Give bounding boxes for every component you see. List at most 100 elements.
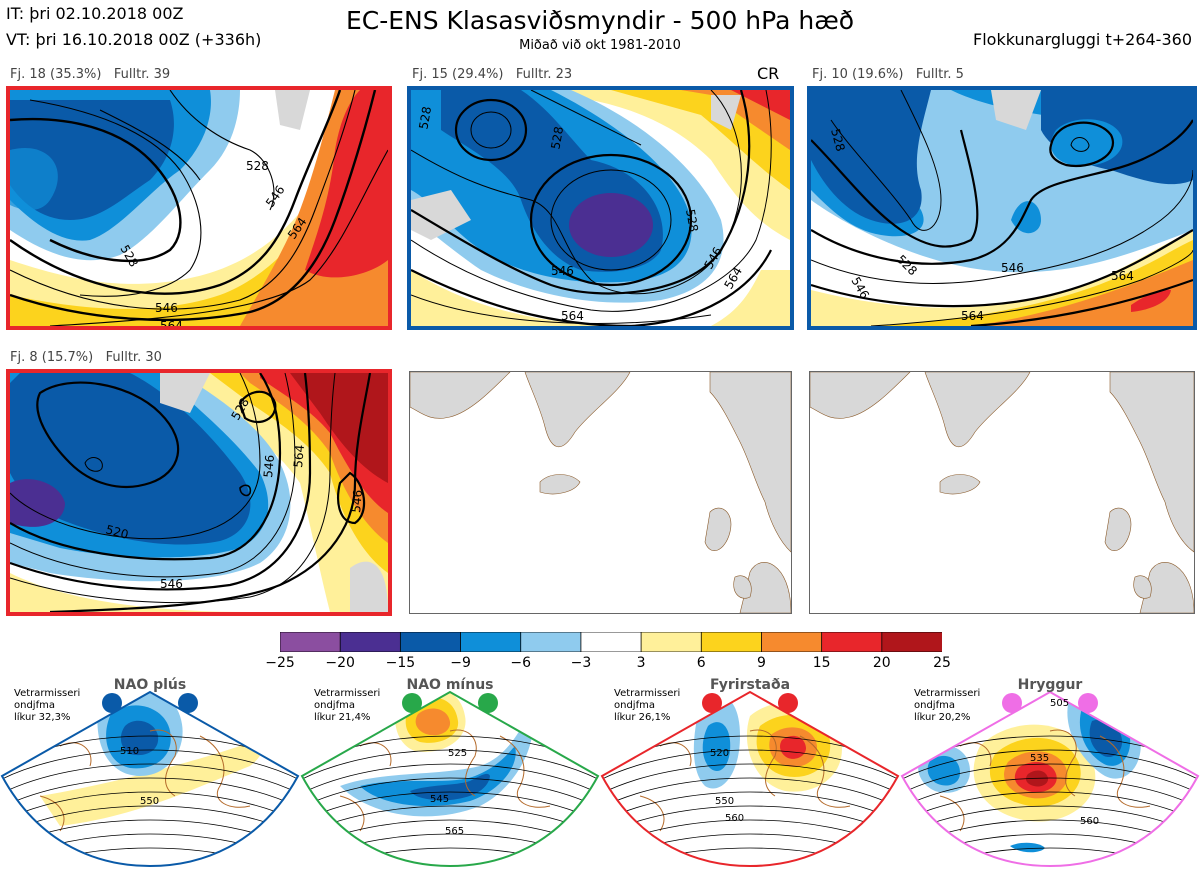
contour-label: 505 bbox=[1050, 698, 1069, 709]
cluster-map-panel-2: 528 528 546 564 546 564 528 bbox=[407, 86, 794, 330]
contour-label: 564 bbox=[1111, 269, 1134, 283]
colorbar-swatch bbox=[279, 631, 342, 653]
colorbar-tick-label: −15 bbox=[385, 655, 416, 671]
anomaly-area bbox=[702, 722, 731, 771]
contour-label: 560 bbox=[1080, 816, 1099, 827]
contour-label: 546 bbox=[160, 577, 183, 591]
regime-panel: 520 550 560 Fyrirstaða Vetrarmisseri ondjfma… bbox=[600, 676, 900, 871]
colorbar-tick-label: 3 bbox=[636, 655, 646, 671]
colorbar bbox=[279, 631, 943, 653]
regime-border bbox=[300, 690, 600, 868]
colorbar-swatch bbox=[520, 631, 582, 653]
contour-label: 546 bbox=[155, 301, 178, 315]
regime-border bbox=[600, 690, 900, 868]
regime-marker-dot bbox=[102, 693, 122, 713]
colorbar-tick-label: −6 bbox=[510, 655, 532, 671]
regime-title: NAO plús bbox=[113, 677, 187, 693]
contour-label: 564 bbox=[561, 309, 584, 323]
regime-marker-dot bbox=[702, 693, 722, 713]
regime-marker-dot bbox=[402, 693, 422, 713]
cluster-map-panel-4: 528 546 564 546 520 546 bbox=[6, 369, 392, 616]
regime-marker-dot bbox=[1078, 693, 1098, 713]
contour-label: 510 bbox=[120, 746, 139, 757]
contour-label: 520 bbox=[104, 522, 130, 541]
colorbar-tick-label: 15 bbox=[812, 655, 831, 671]
contour-label: 564 bbox=[961, 309, 984, 323]
anomaly-area bbox=[120, 720, 159, 756]
regime-note: Vetrarmisseri ondjfma líkur 21,4% bbox=[314, 688, 381, 723]
contour-label: 528 bbox=[246, 159, 269, 173]
colorbar-tick-label: 20 bbox=[872, 655, 891, 671]
regime-panel: 505 535 560 Hryggur Vetrarmisseri ondjfma lí… bbox=[900, 676, 1200, 871]
colorbar-swatch bbox=[881, 631, 943, 653]
anomaly-area bbox=[1010, 842, 1045, 853]
regime-title: Fyrirstaða bbox=[709, 677, 791, 693]
colorbar-tick-label: 25 bbox=[933, 655, 951, 671]
anomaly-area bbox=[410, 773, 490, 801]
regime-map: 525 545 565 bbox=[300, 690, 600, 868]
contour-label: 528 bbox=[416, 105, 434, 130]
regime-title: NAO mínus bbox=[406, 677, 494, 693]
regime-marker-dot bbox=[778, 693, 798, 713]
panel1-label: Fj. 18 (35.3%) Fulltr. 39 bbox=[10, 67, 171, 82]
colorbar-tick-label: −3 bbox=[570, 655, 592, 671]
regime-note: Vetrarmisseri ondjfma líkur 26,1% bbox=[614, 688, 681, 723]
colorbar-swatch bbox=[761, 631, 823, 653]
regime-border bbox=[900, 690, 1200, 868]
contour-label: 550 bbox=[140, 796, 159, 807]
colorbar-ticks: −25 −20 −15 −9 −6 −3 3 6 9 15 20 25 bbox=[265, 655, 951, 673]
contour-label: 528 bbox=[548, 125, 566, 150]
anomaly-area bbox=[415, 708, 451, 736]
colorbar-swatch bbox=[460, 631, 522, 653]
cluster-map-panel-3: 528 546 546 564 564 528 bbox=[807, 86, 1197, 330]
cluster-map-panel-1: 528 546 564 546 564 528 bbox=[6, 86, 392, 330]
colorbar-swatch bbox=[399, 631, 462, 653]
colorbar-swatch bbox=[821, 631, 883, 653]
colorbar-tick-label: −20 bbox=[325, 655, 355, 671]
contour-label: 520 bbox=[710, 748, 729, 759]
panel3-label: Fj. 10 (19.6%) Fulltr. 5 bbox=[812, 67, 964, 82]
regime-map: 510 550 bbox=[0, 690, 300, 868]
contour-label: 564 bbox=[291, 444, 307, 468]
colorbar-swatches bbox=[279, 631, 943, 653]
contour-label: 528 bbox=[828, 127, 847, 153]
regime-map: 505 535 560 bbox=[900, 690, 1200, 868]
contour-label: 535 bbox=[1030, 753, 1049, 764]
contour-label: 546 bbox=[551, 264, 574, 278]
regime-panel: 525 545 565 NAO mínus Vetrarmisseri ondjfma … bbox=[300, 676, 600, 871]
colorbar-swatch bbox=[700, 631, 763, 653]
regime-title: Hryggur bbox=[1017, 677, 1083, 693]
valid-time: VT: þri 16.10.2018 00Z (+336h) bbox=[6, 30, 262, 49]
panel4-label: Fj. 8 (15.7%) Fulltr. 30 bbox=[10, 350, 162, 365]
init-time: IT: þri 02.10.2018 00Z bbox=[6, 4, 184, 23]
contour-label: 550 bbox=[715, 796, 734, 807]
regime-note: Vetrarmisseri ondjfma líkur 20,2% bbox=[914, 688, 981, 723]
empty-map-panel-2 bbox=[809, 371, 1195, 614]
regime-map: 520 550 560 bbox=[600, 690, 900, 868]
regime-border bbox=[0, 690, 300, 868]
panel2-label: Fj. 15 (29.4%) Fulltr. 23 bbox=[412, 67, 573, 82]
regime-marker-dot bbox=[178, 693, 198, 713]
colorbar-tick-label: −9 bbox=[450, 655, 471, 671]
colorbar-tick-label: −25 bbox=[265, 655, 295, 671]
regime-marker-dot bbox=[478, 693, 498, 713]
empty-map-panel-1 bbox=[409, 371, 792, 614]
colorbar-tick-label: 9 bbox=[756, 655, 766, 671]
contour-label: 560 bbox=[725, 813, 744, 824]
contour-label: 545 bbox=[430, 794, 449, 805]
panel2-cr-tag: CR bbox=[757, 64, 780, 83]
page-subtitle: Miðað við okt 1981-2010 bbox=[519, 38, 681, 53]
colorbar-swatch bbox=[640, 631, 703, 653]
colorbar-swatch bbox=[339, 631, 402, 653]
colorbar-swatch bbox=[580, 631, 642, 653]
anomaly-area bbox=[40, 744, 261, 826]
contour-label: 546 bbox=[1001, 261, 1024, 275]
page-title: EC-ENS Klasasviðsmyndir - 500 hPa hæð bbox=[345, 6, 855, 35]
regime-panel: 510 550 NAO plús Vetrarmisseri ondjfma líku… bbox=[0, 676, 300, 871]
regime-note: Vetrarmisseri ondjfma líkur 32,3% bbox=[14, 688, 81, 723]
regime-marker-dot bbox=[1002, 693, 1022, 713]
contour-label: 565 bbox=[445, 826, 464, 837]
contour-label: 546 bbox=[261, 454, 277, 478]
colorbar-tick-label: 6 bbox=[696, 655, 706, 671]
anomaly-area bbox=[927, 755, 960, 786]
